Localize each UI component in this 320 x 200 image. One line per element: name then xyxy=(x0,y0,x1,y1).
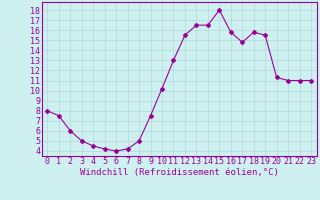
X-axis label: Windchill (Refroidissement éolien,°C): Windchill (Refroidissement éolien,°C) xyxy=(80,168,279,177)
